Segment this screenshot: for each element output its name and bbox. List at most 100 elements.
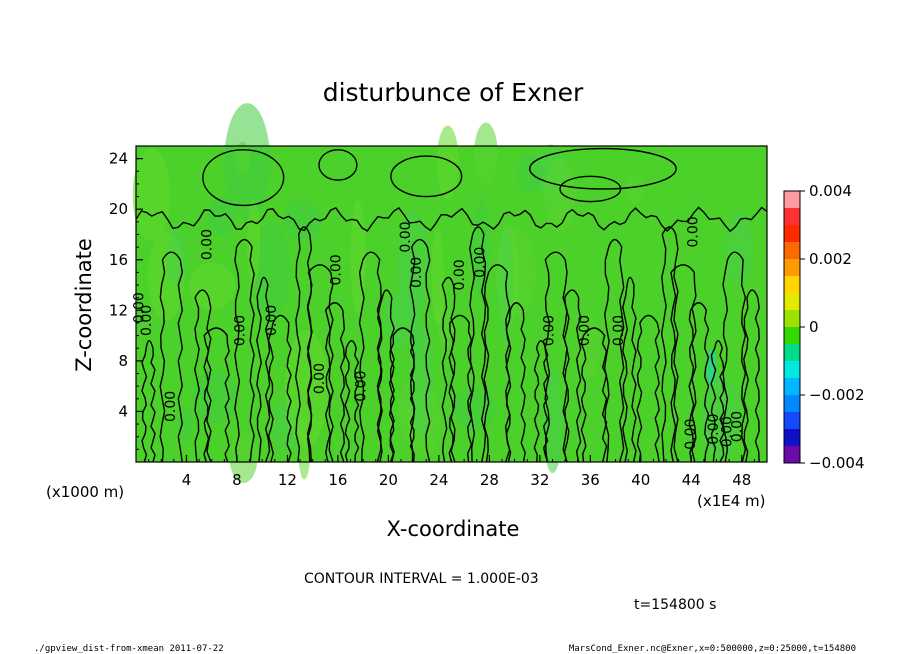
colorbar-swatch: [784, 327, 800, 345]
field-patch: [516, 153, 544, 194]
contour-label: 0.00: [409, 257, 425, 288]
contour-line: [505, 302, 526, 463]
contour-line: [559, 175, 622, 203]
footer-right: MarsCond_Exner.nc@Exner,x=0:500000,z=0:2…: [569, 644, 856, 654]
y-axis: 4 8 12 16 20 24: [109, 150, 143, 450]
contour-line: [622, 276, 637, 463]
x-axis-label: X-coordinate: [387, 517, 520, 541]
colorbar-swatch: [784, 208, 800, 226]
field-patch: [474, 122, 498, 185]
contour-label: 0.00: [163, 391, 179, 422]
contour-label: 0.00: [233, 315, 249, 346]
contour-interval-text: CONTOUR INTERVAL = 1.000E-03: [304, 571, 539, 587]
contour-line: [580, 327, 608, 463]
x-tick-label: 32: [530, 471, 549, 489]
field-patch: [431, 228, 444, 327]
contour-label: 0.00: [683, 419, 699, 450]
y-tick-label: 16: [109, 251, 128, 269]
colorbar-swatch: [784, 276, 800, 294]
x-tick-label: 4: [182, 471, 192, 489]
colorbar-tick-label: 0.002: [809, 250, 852, 268]
x-tick-label: 28: [480, 471, 499, 489]
field-patch: [436, 125, 459, 200]
contour-line: [563, 289, 582, 463]
chart-title: disturbunce of Exner: [323, 78, 584, 107]
contour-line: [256, 276, 271, 463]
contour-line: [135, 206, 768, 233]
contour-line: [469, 226, 487, 463]
contour-line: [688, 302, 710, 463]
colorbar-swatch: [784, 242, 800, 260]
contour-line: [409, 238, 431, 463]
contour-label: 0.00: [139, 305, 155, 336]
contour-line: [267, 314, 292, 463]
contour-label: 0.00: [264, 305, 280, 336]
field-patch: [253, 222, 291, 319]
contour-label: 0.00: [611, 315, 627, 346]
colorbar-swatch: [784, 378, 800, 396]
colorbar-swatch: [784, 293, 800, 311]
footer-left: ./gpview_dist-from-xmean 2011-07-22: [34, 644, 224, 654]
contour-line: [448, 314, 473, 463]
contour-line: [344, 339, 360, 463]
colorbar-swatch: [784, 225, 800, 243]
contour-label: 0.00: [730, 411, 746, 442]
x-tick-label: 16: [328, 471, 347, 489]
x-unit-note: (x1E4 m): [697, 492, 766, 510]
field-patch: [283, 199, 322, 242]
contour-label: 0.00: [720, 416, 736, 447]
contour-label: 0.00: [577, 315, 593, 346]
contour-line: [603, 238, 625, 463]
contour-line: [324, 302, 346, 463]
contour-line: [544, 251, 568, 463]
field-patch: [192, 369, 238, 424]
field-patch: [625, 174, 644, 205]
y-tick-label: 4: [118, 402, 128, 420]
x-tick-label: 48: [732, 471, 751, 489]
colorbar: 0.004 0.002 0 −0.002 −0.004: [783, 182, 865, 472]
field-patch: [166, 230, 187, 287]
y-axis-label: Z-coordinate: [72, 238, 96, 372]
field-patch: [577, 316, 600, 380]
contour-label: 0.00: [200, 229, 216, 260]
contour-line: [193, 289, 212, 463]
x-tick-label: 8: [232, 471, 242, 489]
contour-label: 0.00: [354, 371, 370, 402]
colorbar-swatch: [784, 259, 800, 277]
contour-label: 0.00: [542, 315, 558, 346]
x-axis: 4 8 12 16 20 24 28 32 36 40 44 48: [148, 455, 755, 489]
plot-area: 0.000.000.000.000.00 0.000.000.000.000.00…: [132, 103, 768, 483]
contour-line: [234, 238, 255, 463]
y-tick-label: 8: [118, 352, 128, 370]
contour-label: 0.00: [398, 221, 414, 252]
contour-line: [529, 147, 677, 190]
x-tick-label: 44: [682, 471, 701, 489]
y-tick-label: 24: [109, 150, 128, 168]
time-text: t=154800 s: [634, 597, 716, 613]
colorbar-swatch: [784, 395, 800, 413]
y-unit-note: (x1000 m): [46, 483, 124, 501]
field-patch: [188, 262, 236, 310]
y-tick-label: 20: [109, 200, 128, 218]
x-tick-label: 24: [429, 471, 448, 489]
colorbar-tick-label: −0.002: [809, 386, 865, 404]
contour-line: [294, 226, 313, 463]
y-tick-label: 12: [109, 301, 128, 319]
contour-label: 0.00: [686, 216, 702, 247]
contour-line: [306, 264, 334, 463]
contour-line: [376, 289, 395, 463]
field-patch: [177, 406, 193, 443]
colorbar-tick-label: −0.004: [809, 454, 865, 472]
contour-line: [318, 149, 358, 181]
contour-line: [202, 149, 285, 207]
contour-labels: 0.000.000.000.000.00 0.000.000.000.000.00…: [132, 216, 746, 449]
contour-line: [533, 339, 549, 463]
field-patch: [543, 158, 577, 233]
x-tick-label: 12: [278, 471, 297, 489]
contour-label: 0.00: [312, 363, 328, 394]
contour-line: [159, 251, 184, 463]
contour-lines: [135, 147, 768, 463]
colorbar-swatch: [784, 310, 800, 328]
field-patch: [285, 329, 329, 447]
